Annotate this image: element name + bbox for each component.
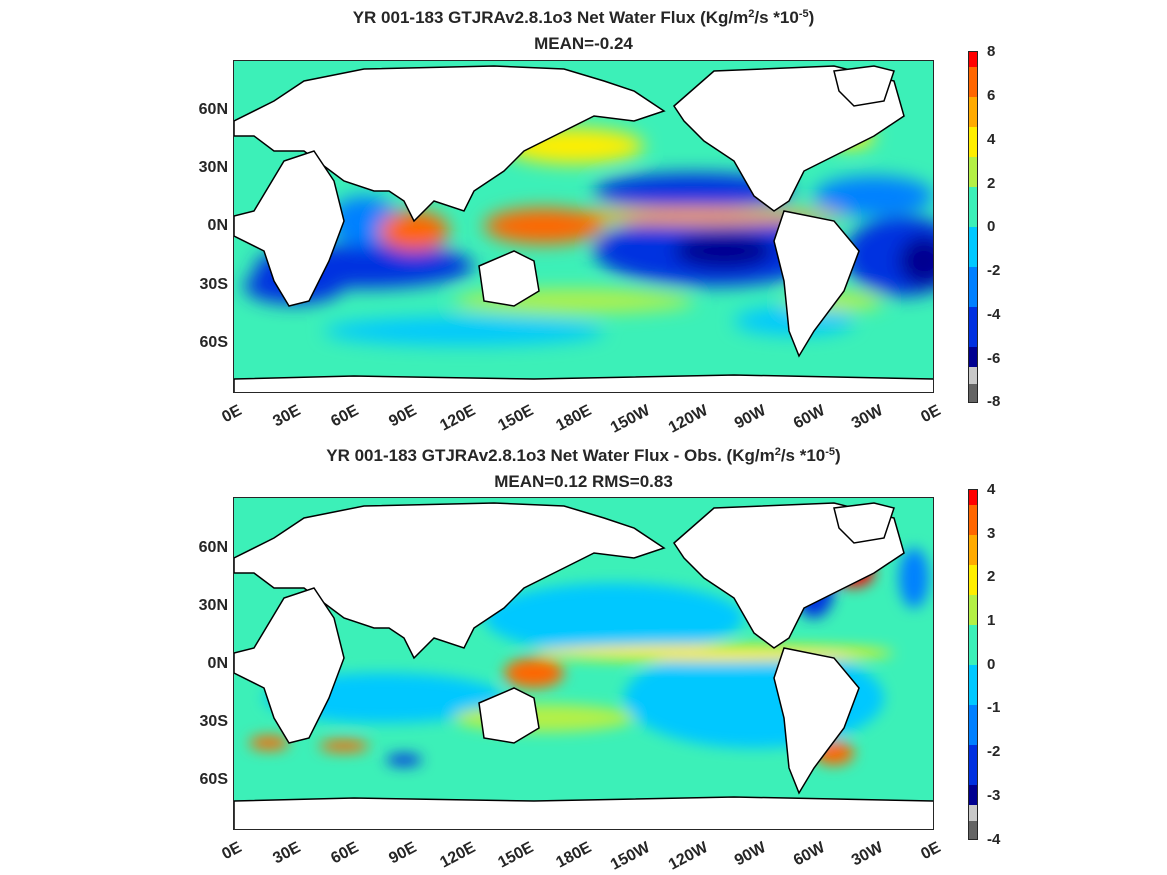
- bottom-lon-label: 60E: [327, 839, 361, 868]
- bottom-colorbar-tick: -1: [987, 699, 1001, 716]
- bottom-lon-label: 180E: [552, 839, 594, 872]
- land-masses: [234, 65, 933, 392]
- top-lon-label: 90E: [385, 402, 419, 431]
- top-lon-label: 90W: [731, 402, 769, 433]
- top-colorbar: [968, 51, 978, 403]
- bottom-lon-label: 90E: [385, 839, 419, 868]
- top-colorbar-svg: [969, 52, 977, 402]
- top-lon-label: 120W: [666, 402, 711, 437]
- bottom-colorbar-tick: 0: [987, 656, 996, 673]
- title-text: /s *10: [754, 8, 799, 27]
- top-lat-label-0n: 0N: [207, 217, 228, 234]
- top-lat-label-60s: 60S: [199, 334, 228, 351]
- top-map: [233, 60, 934, 393]
- top-colorbar-tick: 8: [987, 43, 996, 60]
- bottom-lon-label: 150W: [608, 839, 653, 874]
- bottom-lon-label: 30E: [269, 839, 303, 868]
- bottom-colorbar-tick: -2: [987, 743, 1001, 760]
- bottom-colorbar-svg: [969, 490, 977, 839]
- top-lon-label: 60E: [327, 402, 361, 431]
- title-text: YR 001-183 GTJRAv2.8.1o3 Net Water Flux …: [352, 8, 749, 27]
- bottom-lat-label-30s: 30S: [199, 713, 228, 730]
- top-colorbar-tick: -6: [987, 350, 1001, 367]
- top-colorbar-tick: -2: [987, 262, 1001, 279]
- bottom-lon-label: 150E: [494, 839, 536, 872]
- bottom-colorbar-tick: -4: [987, 831, 1001, 848]
- top-lat-label-30n: 30N: [198, 159, 228, 176]
- title-sup: 2: [774, 446, 781, 458]
- bottom-lon-label: 90W: [731, 839, 769, 870]
- top-colorbar-tick: 2: [987, 175, 996, 192]
- top-panel-title: YR 001-183 GTJRAv2.8.1o3 Net Water Flux …: [0, 7, 1167, 29]
- top-colorbar-tick: -8: [987, 393, 1001, 410]
- top-lon-label: 150W: [608, 402, 653, 437]
- bottom-lat-label-0n: 0N: [207, 655, 228, 672]
- bottom-lon-label: 60W: [790, 839, 828, 870]
- top-lon-label: 30E: [269, 402, 303, 431]
- top-lon-label: 150E: [494, 402, 536, 435]
- top-lat-label-60n: 60N: [198, 101, 228, 118]
- top-lon-label: 60W: [790, 402, 828, 433]
- top-lon-label: 180E: [552, 402, 594, 435]
- title-text: YR 001-183 GTJRAv2.8.1o3 Net Water Flux …: [326, 446, 775, 465]
- top-map-svg: [234, 61, 933, 392]
- bottom-colorbar-tick: 3: [987, 525, 996, 542]
- bottom-colorbar-tick: 1: [987, 612, 996, 629]
- bottom-lon-label: 0E: [918, 839, 944, 864]
- bottom-lat-label-30n: 30N: [198, 597, 228, 614]
- bottom-lon-label: 0E: [219, 839, 245, 864]
- title-text: /s *10: [780, 446, 826, 465]
- bottom-colorbar-tick: 4: [987, 481, 996, 498]
- bottom-colorbar-tick: -3: [987, 787, 1001, 804]
- land-masses: [234, 502, 933, 829]
- top-colorbar-tick: 0: [987, 218, 996, 235]
- bottom-panel-title: YR 001-183 GTJRAv2.8.1o3 Net Water Flux …: [0, 445, 1167, 467]
- top-panel-subtitle: MEAN=-0.24: [534, 34, 633, 53]
- top-colorbar-tick: 4: [987, 131, 996, 148]
- bottom-lat-label-60s: 60S: [199, 771, 228, 788]
- bottom-colorbar-tick: 2: [987, 568, 996, 585]
- bottom-lon-label: 120W: [666, 839, 711, 874]
- top-lon-label: 0E: [219, 402, 245, 427]
- bottom-lon-label: 30W: [848, 839, 886, 870]
- bottom-lat-label-60n: 60N: [198, 539, 228, 556]
- bottom-map: [233, 497, 934, 830]
- title-text: ): [808, 8, 815, 27]
- title-sup: -5: [825, 446, 836, 458]
- title-sup: -5: [798, 8, 809, 20]
- bottom-lon-label: 120E: [436, 839, 478, 872]
- title-text: ): [835, 446, 841, 465]
- bottom-panel-subtitle: MEAN=0.12 RMS=0.83: [494, 472, 673, 491]
- top-lon-label: 30W: [848, 402, 886, 433]
- top-lon-label: 0E: [918, 402, 944, 427]
- top-colorbar-tick: 6: [987, 87, 996, 104]
- top-lon-label: 120E: [436, 402, 478, 435]
- top-colorbar-tick: -4: [987, 306, 1001, 323]
- bottom-colorbar: [968, 489, 978, 840]
- bottom-map-svg: [234, 498, 933, 829]
- top-lat-label-30s: 30S: [199, 276, 228, 293]
- title-sup: 2: [748, 8, 755, 20]
